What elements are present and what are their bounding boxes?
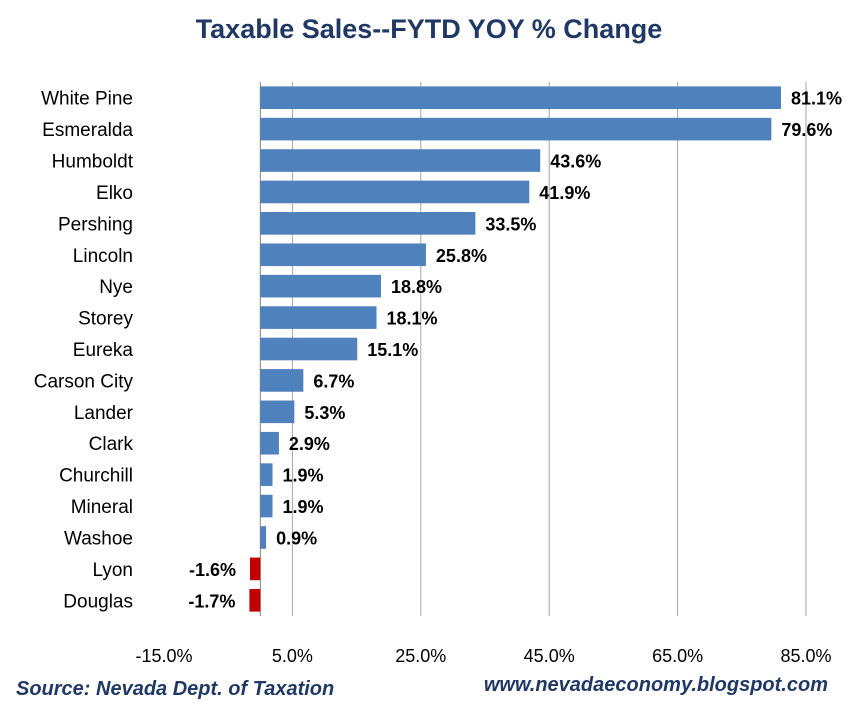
bar [260, 431, 279, 455]
value-label: 5.3% [304, 403, 345, 423]
value-label: 18.8% [391, 277, 442, 297]
x-tick-label: -15.0% [135, 646, 192, 666]
category-label: Churchill [59, 466, 133, 487]
bar [250, 557, 261, 581]
value-label: 18.1% [387, 309, 438, 329]
value-label: 81.1% [791, 89, 842, 109]
value-label: 33.5% [485, 214, 536, 234]
blog-url: www.nevadaeconomy.blogspot.com [483, 674, 828, 696]
category-label: Eureka [73, 340, 134, 361]
value-label: 2.9% [289, 434, 330, 454]
bar [260, 494, 273, 518]
category-label: Esmeralda [42, 120, 133, 141]
value-label: 6.7% [313, 371, 354, 391]
source-note: Source: Nevada Dept. of Taxation [16, 678, 335, 700]
category-label: Storey [78, 309, 133, 330]
value-label: -1.7% [188, 591, 235, 611]
category-label: Douglas [63, 591, 133, 612]
x-tick-label: 5.0% [272, 646, 313, 666]
category-label: Lander [74, 403, 134, 424]
category-labels: White Pine Esmeralda Humboldt Elko Pershing L… [34, 89, 134, 613]
bar [260, 180, 530, 204]
bar [260, 369, 304, 392]
value-label: 1.9% [282, 466, 323, 486]
bar [260, 526, 267, 549]
bar [260, 243, 426, 267]
category-label: Clark [89, 434, 134, 455]
category-label: Pershing [58, 214, 133, 235]
value-label: -1.6% [189, 560, 236, 580]
bar [260, 212, 476, 235]
value-labels: 81.1% 79.6% 43.6% 41.9%33.5% 25.8% 18.8% 18.1%… [188, 89, 842, 612]
bar [260, 149, 541, 172]
chart-title: Taxable Sales--FYTD YOY % Change [195, 14, 663, 44]
category-label: Carson City [34, 371, 134, 392]
category-label: Washoe [64, 528, 133, 549]
x-tick-label: 45.0% [524, 646, 575, 666]
x-tick-label: 65.0% [652, 646, 703, 666]
bar [260, 86, 781, 110]
x-tick-labels: -15.0% 5.0% 25.0% 45.0% 65.0% 85.0% [135, 646, 831, 666]
bar [260, 117, 772, 141]
bars [249, 86, 781, 612]
bar [260, 463, 273, 486]
value-label: 1.9% [282, 497, 323, 517]
category-label: Mineral [71, 497, 133, 518]
x-tick-label: 85.0% [780, 646, 831, 666]
value-label: 0.9% [276, 528, 317, 548]
bar [260, 337, 358, 361]
bar [260, 400, 295, 424]
bar [260, 274, 381, 298]
category-label: Elko [96, 183, 133, 204]
value-label: 79.6% [781, 120, 832, 140]
value-label: 25.8% [436, 246, 487, 266]
category-label: White Pine [41, 89, 133, 110]
bar [249, 588, 261, 612]
value-label: 15.1% [367, 340, 418, 360]
category-label: Nye [99, 277, 133, 298]
value-label: 43.6% [550, 152, 601, 172]
bar [260, 306, 377, 329]
value-label: 41.9% [539, 183, 590, 203]
x-tick-label: 25.0% [395, 646, 446, 666]
category-label: Humboldt [52, 152, 134, 173]
category-label: Lyon [93, 560, 134, 581]
category-label: Lincoln [73, 246, 133, 267]
